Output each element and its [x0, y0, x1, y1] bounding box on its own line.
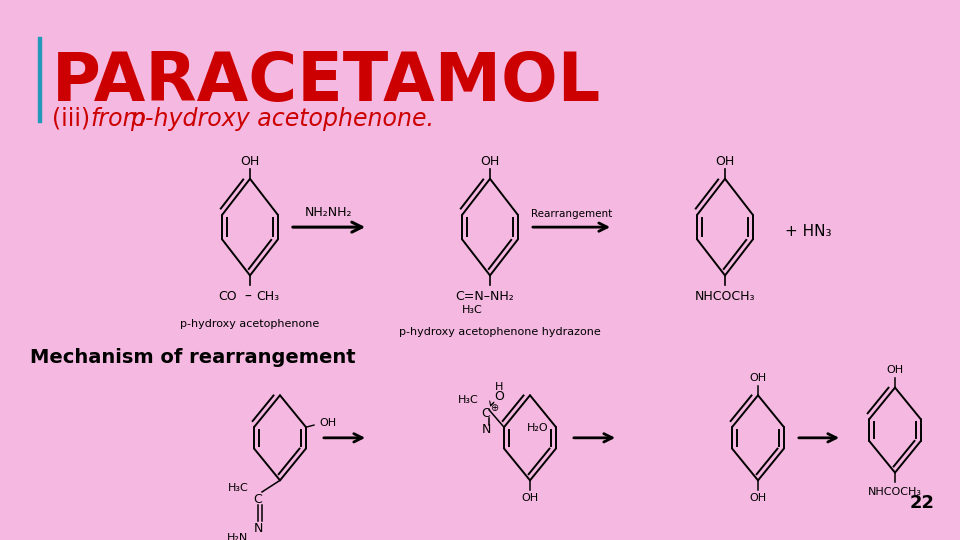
Text: OH: OH — [521, 492, 539, 503]
Text: NHCOCH₃: NHCOCH₃ — [868, 487, 922, 497]
Text: N: N — [481, 423, 491, 436]
Text: H₃C: H₃C — [462, 305, 482, 315]
Text: H: H — [494, 382, 503, 392]
Text: C=N–NH₂: C=N–NH₂ — [456, 290, 515, 303]
Text: + HN₃: + HN₃ — [785, 225, 831, 239]
Text: p-hydroxy acetophenone.: p-hydroxy acetophenone. — [130, 107, 434, 131]
Text: NH₂NH₂: NH₂NH₂ — [305, 206, 352, 219]
Text: ⊕: ⊕ — [490, 403, 498, 413]
Text: OH: OH — [240, 155, 259, 168]
Text: H₂O: H₂O — [527, 423, 549, 433]
Text: p-hydroxy acetophenone: p-hydroxy acetophenone — [180, 319, 320, 329]
Text: NHCOCH₃: NHCOCH₃ — [695, 290, 756, 303]
Bar — [38, 37, 41, 122]
Text: N: N — [253, 522, 263, 535]
Text: PARACETAMOL: PARACETAMOL — [52, 49, 601, 115]
Text: 22: 22 — [910, 494, 935, 512]
Text: CH₃: CH₃ — [256, 290, 279, 303]
Text: C: C — [482, 407, 491, 420]
Text: OH: OH — [886, 365, 903, 375]
Text: OH: OH — [480, 155, 499, 168]
Text: from: from — [90, 107, 146, 131]
Text: p-hydroxy acetophenone hydrazone: p-hydroxy acetophenone hydrazone — [399, 327, 601, 336]
Text: OH: OH — [750, 373, 767, 383]
Text: CO: CO — [219, 290, 237, 303]
Text: Rearrangement: Rearrangement — [531, 208, 612, 219]
Text: O: O — [494, 390, 504, 403]
Text: OH: OH — [750, 492, 767, 503]
Text: H₃C: H₃C — [458, 395, 478, 405]
Text: –: – — [245, 290, 252, 303]
Text: Mechanism of rearrangement: Mechanism of rearrangement — [30, 348, 355, 367]
Text: H₂N: H₂N — [228, 534, 249, 540]
Text: OH: OH — [319, 418, 336, 428]
Text: OH: OH — [715, 155, 734, 168]
Text: (iii): (iii) — [52, 107, 90, 131]
Text: H₃C: H₃C — [228, 483, 249, 493]
Text: C: C — [253, 493, 262, 506]
